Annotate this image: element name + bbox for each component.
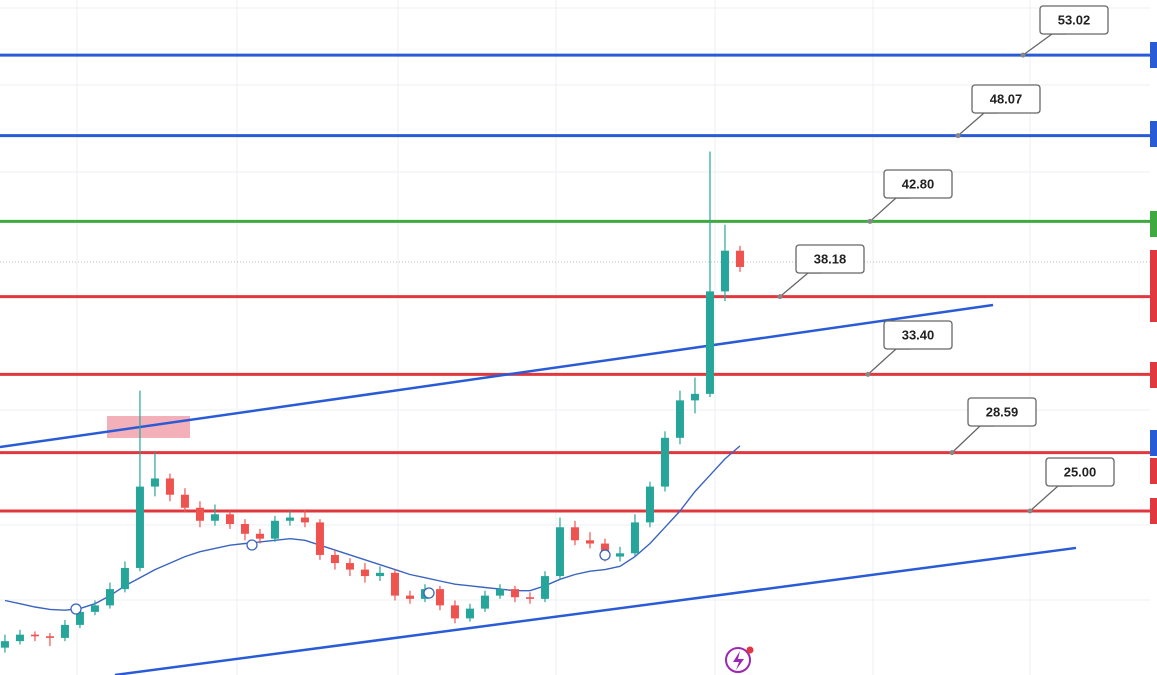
candle-body: [195, 507, 204, 521]
callout-anchor: [777, 294, 783, 300]
flash-icon[interactable]: [725, 646, 754, 673]
callout-pointer: [867, 348, 910, 375]
candle-body: [75, 611, 84, 625]
candle-body: [345, 563, 354, 570]
level-label: 33.40: [902, 327, 935, 342]
ma-markers: [70, 539, 611, 615]
candle-body: [735, 250, 744, 267]
candle-body: [240, 524, 249, 534]
candle-body: [435, 589, 444, 606]
candle-body: [315, 522, 324, 555]
candle-body: [15, 634, 24, 642]
callout-box: [1045, 457, 1115, 487]
candle-body: [675, 400, 684, 438]
level-label: 38.18: [814, 251, 847, 266]
callout-pointer: [869, 197, 910, 222]
candle-body: [660, 437, 669, 487]
candle-body: [615, 553, 624, 557]
candle-body: [165, 478, 174, 495]
candle-body: [150, 478, 159, 487]
price-scale-tabs: [1150, 42, 1157, 524]
callout-anchor: [1027, 508, 1033, 514]
candle-body: [90, 605, 99, 612]
callout-box: [795, 244, 865, 274]
candle-body: [450, 605, 459, 619]
candle-body: [585, 540, 594, 544]
candle-body: [300, 517, 309, 523]
candle-body: [555, 527, 564, 577]
candle-body: [630, 522, 639, 554]
level-label: 28.59: [986, 404, 1019, 419]
callout-pointer: [951, 425, 994, 454]
candle-body: [510, 589, 519, 598]
trend-line: [0, 303, 994, 449]
callout-box: [967, 397, 1037, 427]
candle-body: [390, 572, 399, 596]
candle-body: [405, 595, 414, 599]
callout-pointer: [779, 272, 822, 298]
candle-body: [720, 250, 729, 292]
candle-body: [360, 569, 369, 577]
candle-body: [45, 636, 54, 638]
candle-body: [225, 514, 234, 525]
level-label: 25.00: [1064, 464, 1097, 479]
candle-body: [465, 608, 474, 619]
candle-body: [645, 486, 654, 523]
callout-pointer: [957, 112, 998, 137]
candle-body: [330, 554, 339, 564]
level-label: 48.07: [990, 91, 1023, 106]
candle-body: [0, 641, 9, 648]
callout-anchor: [949, 450, 955, 456]
candle-body: [105, 589, 114, 606]
callout-box: [971, 84, 1041, 114]
callout-anchor: [867, 218, 873, 224]
callout-box: [883, 169, 953, 199]
candle-body: [30, 634, 39, 637]
candle-body: [690, 393, 699, 401]
candle-body: [120, 567, 129, 590]
candle-body: [180, 494, 189, 508]
callout-pointer: [1029, 485, 1072, 512]
candle-body: [375, 572, 384, 577]
level-label: 42.80: [902, 176, 935, 191]
level-label: 53.02: [1058, 12, 1091, 27]
candle-body: [525, 597, 534, 599]
candle-body: [270, 520, 279, 539]
candle-body: [135, 486, 144, 568]
candle-body: [570, 527, 579, 541]
callout-box: [1039, 5, 1109, 35]
candle-body: [210, 514, 219, 521]
callout-box: [883, 320, 953, 350]
moving-average: [4, 445, 741, 611]
candle-body: [255, 533, 264, 539]
callout-anchor: [865, 371, 871, 377]
trend-line: [114, 546, 1077, 675]
candle-body: [285, 517, 294, 521]
callout-anchor: [955, 133, 961, 139]
candle-body: [480, 595, 489, 609]
candle-body: [60, 624, 69, 638]
candle-body: [540, 576, 549, 599]
candle-body: [705, 291, 714, 394]
candle-body: [495, 589, 504, 596]
callout-pointer: [1022, 33, 1066, 56]
callout-anchor: [1020, 52, 1026, 58]
